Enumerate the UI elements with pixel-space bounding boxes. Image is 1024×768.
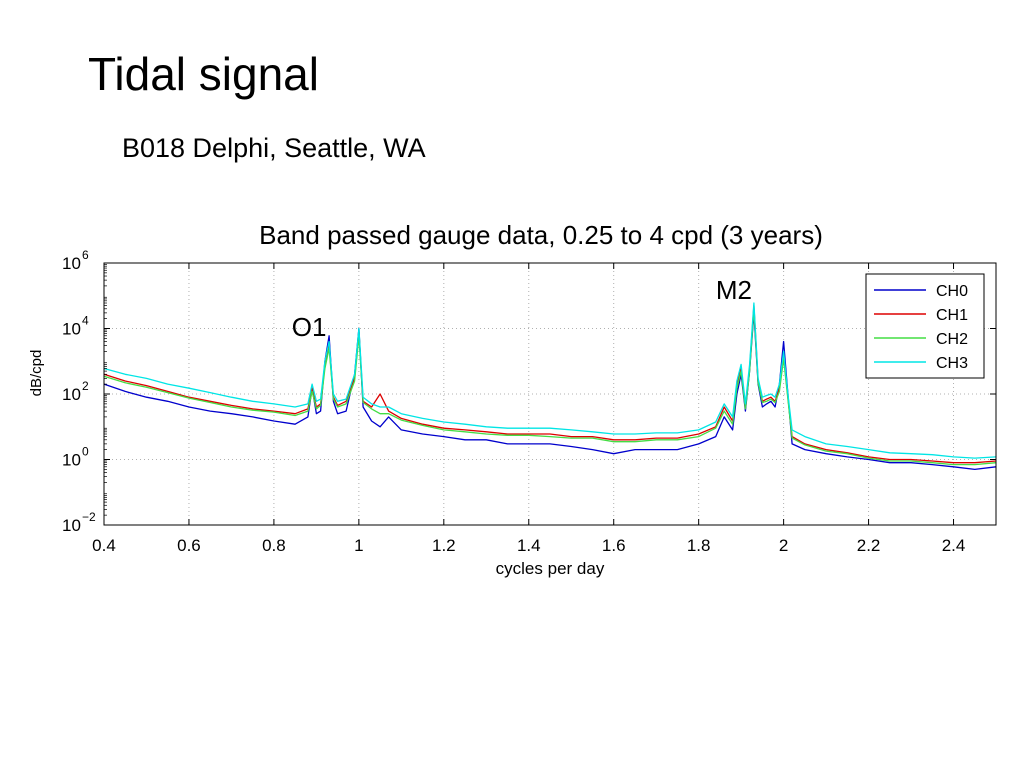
x-tick-label: 1.4 [517,536,541,555]
y-tick-label-exponent: 4 [82,314,89,328]
x-tick-label: 1.6 [602,536,626,555]
y-axis-label: dB/cpd [28,350,45,397]
y-tick-label-base: 10 [62,320,81,339]
spectrum-chart: Band passed gauge data, 0.25 to 4 cpd (3… [28,220,997,578]
peak-label-m2: M2 [716,275,752,305]
chart-title: Band passed gauge data, 0.25 to 4 cpd (3… [259,220,823,250]
x-axis-label: cycles per day [496,559,605,578]
y-tick-label-base: 10 [62,451,81,470]
y-tick-label-base: 10 [62,385,81,404]
y-tick-label-exponent: 6 [82,248,89,262]
series-line-ch1 [103,304,997,464]
slide-subtitle: B018 Delphi, Seattle, WA [122,133,426,163]
series-line-ch2 [103,308,997,466]
legend-label-ch0: CH0 [936,283,968,300]
x-tick-label: 2.2 [857,536,881,555]
legend-label-ch3: CH3 [936,355,968,372]
legend-label-ch2: CH2 [936,331,968,348]
plot-frame [103,262,997,526]
x-tick-label: 1.8 [687,536,711,555]
y-tick-label-exponent: 0 [82,445,89,459]
slide-title: Tidal signal [88,48,319,100]
series-line-ch3 [103,302,997,459]
x-tick-label: 1 [354,536,363,555]
peak-label-o1: O1 [292,312,327,342]
legend-box [865,273,985,379]
y-tick-label-base: 10 [62,516,81,535]
x-tick-label: 0.8 [262,536,286,555]
x-tick-label: 1.2 [432,536,456,555]
y-tick-label-base: 10 [62,254,81,273]
legend-label-ch1: CH1 [936,307,968,324]
x-tick-label: 0.4 [92,536,116,555]
x-tick-label: 0.6 [177,536,201,555]
series-line-ch0 [103,312,997,471]
y-tick-label-exponent: 2 [82,379,89,393]
x-tick-label: 2 [779,536,788,555]
x-tick-label: 2.4 [942,536,966,555]
y-tick-label-exponent: −2 [82,510,96,524]
